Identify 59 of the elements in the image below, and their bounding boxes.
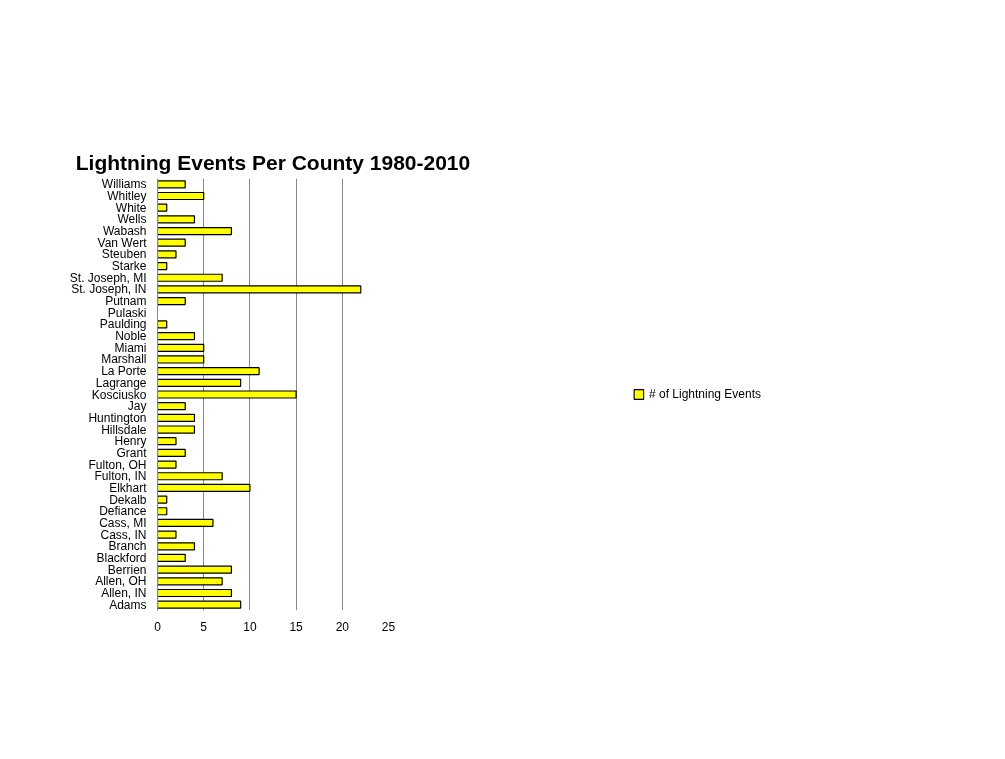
x-tick-label: 0 (154, 619, 162, 634)
bar (157, 203, 168, 212)
bar (157, 518, 214, 528)
bar (157, 390, 297, 399)
bar (157, 180, 186, 189)
y-tick-label: Miami (114, 340, 147, 355)
y-tick-label: Berrien (107, 562, 147, 577)
bar (157, 238, 186, 247)
y-tick-label: Whitley (107, 189, 147, 204)
bar (157, 273, 223, 282)
legend-label: # of Lightning Events (648, 387, 762, 401)
bar (157, 226, 233, 236)
bar (157, 402, 186, 411)
y-tick-label: Adams (109, 597, 147, 612)
x-tick-label: 25 (381, 619, 396, 634)
bar (157, 261, 168, 271)
bar (157, 367, 260, 376)
x-tick-label: 10 (243, 619, 257, 634)
bar (157, 332, 196, 341)
bar (157, 530, 177, 539)
bar (157, 285, 362, 294)
y-tick-label: Wells (117, 212, 147, 227)
bar (157, 343, 205, 352)
y-tick-label: Paulding (99, 317, 147, 332)
bar (157, 296, 186, 306)
bar (157, 600, 242, 609)
y-tick-label: Steuben (101, 247, 147, 262)
bar (157, 437, 177, 446)
bar (157, 565, 233, 574)
bar (157, 191, 205, 201)
x-tick-label: 20 (335, 619, 350, 634)
bar (157, 320, 168, 329)
y-tick-label: Fulton, OH (88, 457, 147, 472)
bar (157, 378, 242, 387)
bar (157, 507, 168, 516)
x-tick-label: 15 (289, 619, 304, 634)
y-tick-label: Jay (127, 399, 147, 414)
y-tick-label: Henry (114, 434, 147, 449)
bar (157, 577, 223, 586)
bar (157, 355, 205, 364)
bar (157, 250, 177, 259)
bar (157, 553, 186, 563)
bar (157, 495, 168, 504)
x-tick-label: 5 (200, 619, 208, 634)
y-tick-label: Cass, IN (100, 527, 147, 542)
bar (157, 460, 177, 469)
bar (157, 448, 186, 457)
bar (157, 215, 196, 224)
bar (157, 588, 233, 598)
bar (157, 472, 223, 481)
bar (157, 413, 196, 422)
y-tick-label: Dekalb (109, 492, 147, 507)
chart-title: Lightning Events Per County 1980-2010 (75, 150, 471, 174)
bar (157, 483, 251, 493)
y-tick-label: Williams (101, 177, 147, 192)
bar (157, 425, 196, 434)
y-tick-label: Marshall (101, 352, 147, 367)
bar (157, 542, 196, 551)
y-tick-label: Pulaski (107, 305, 147, 320)
